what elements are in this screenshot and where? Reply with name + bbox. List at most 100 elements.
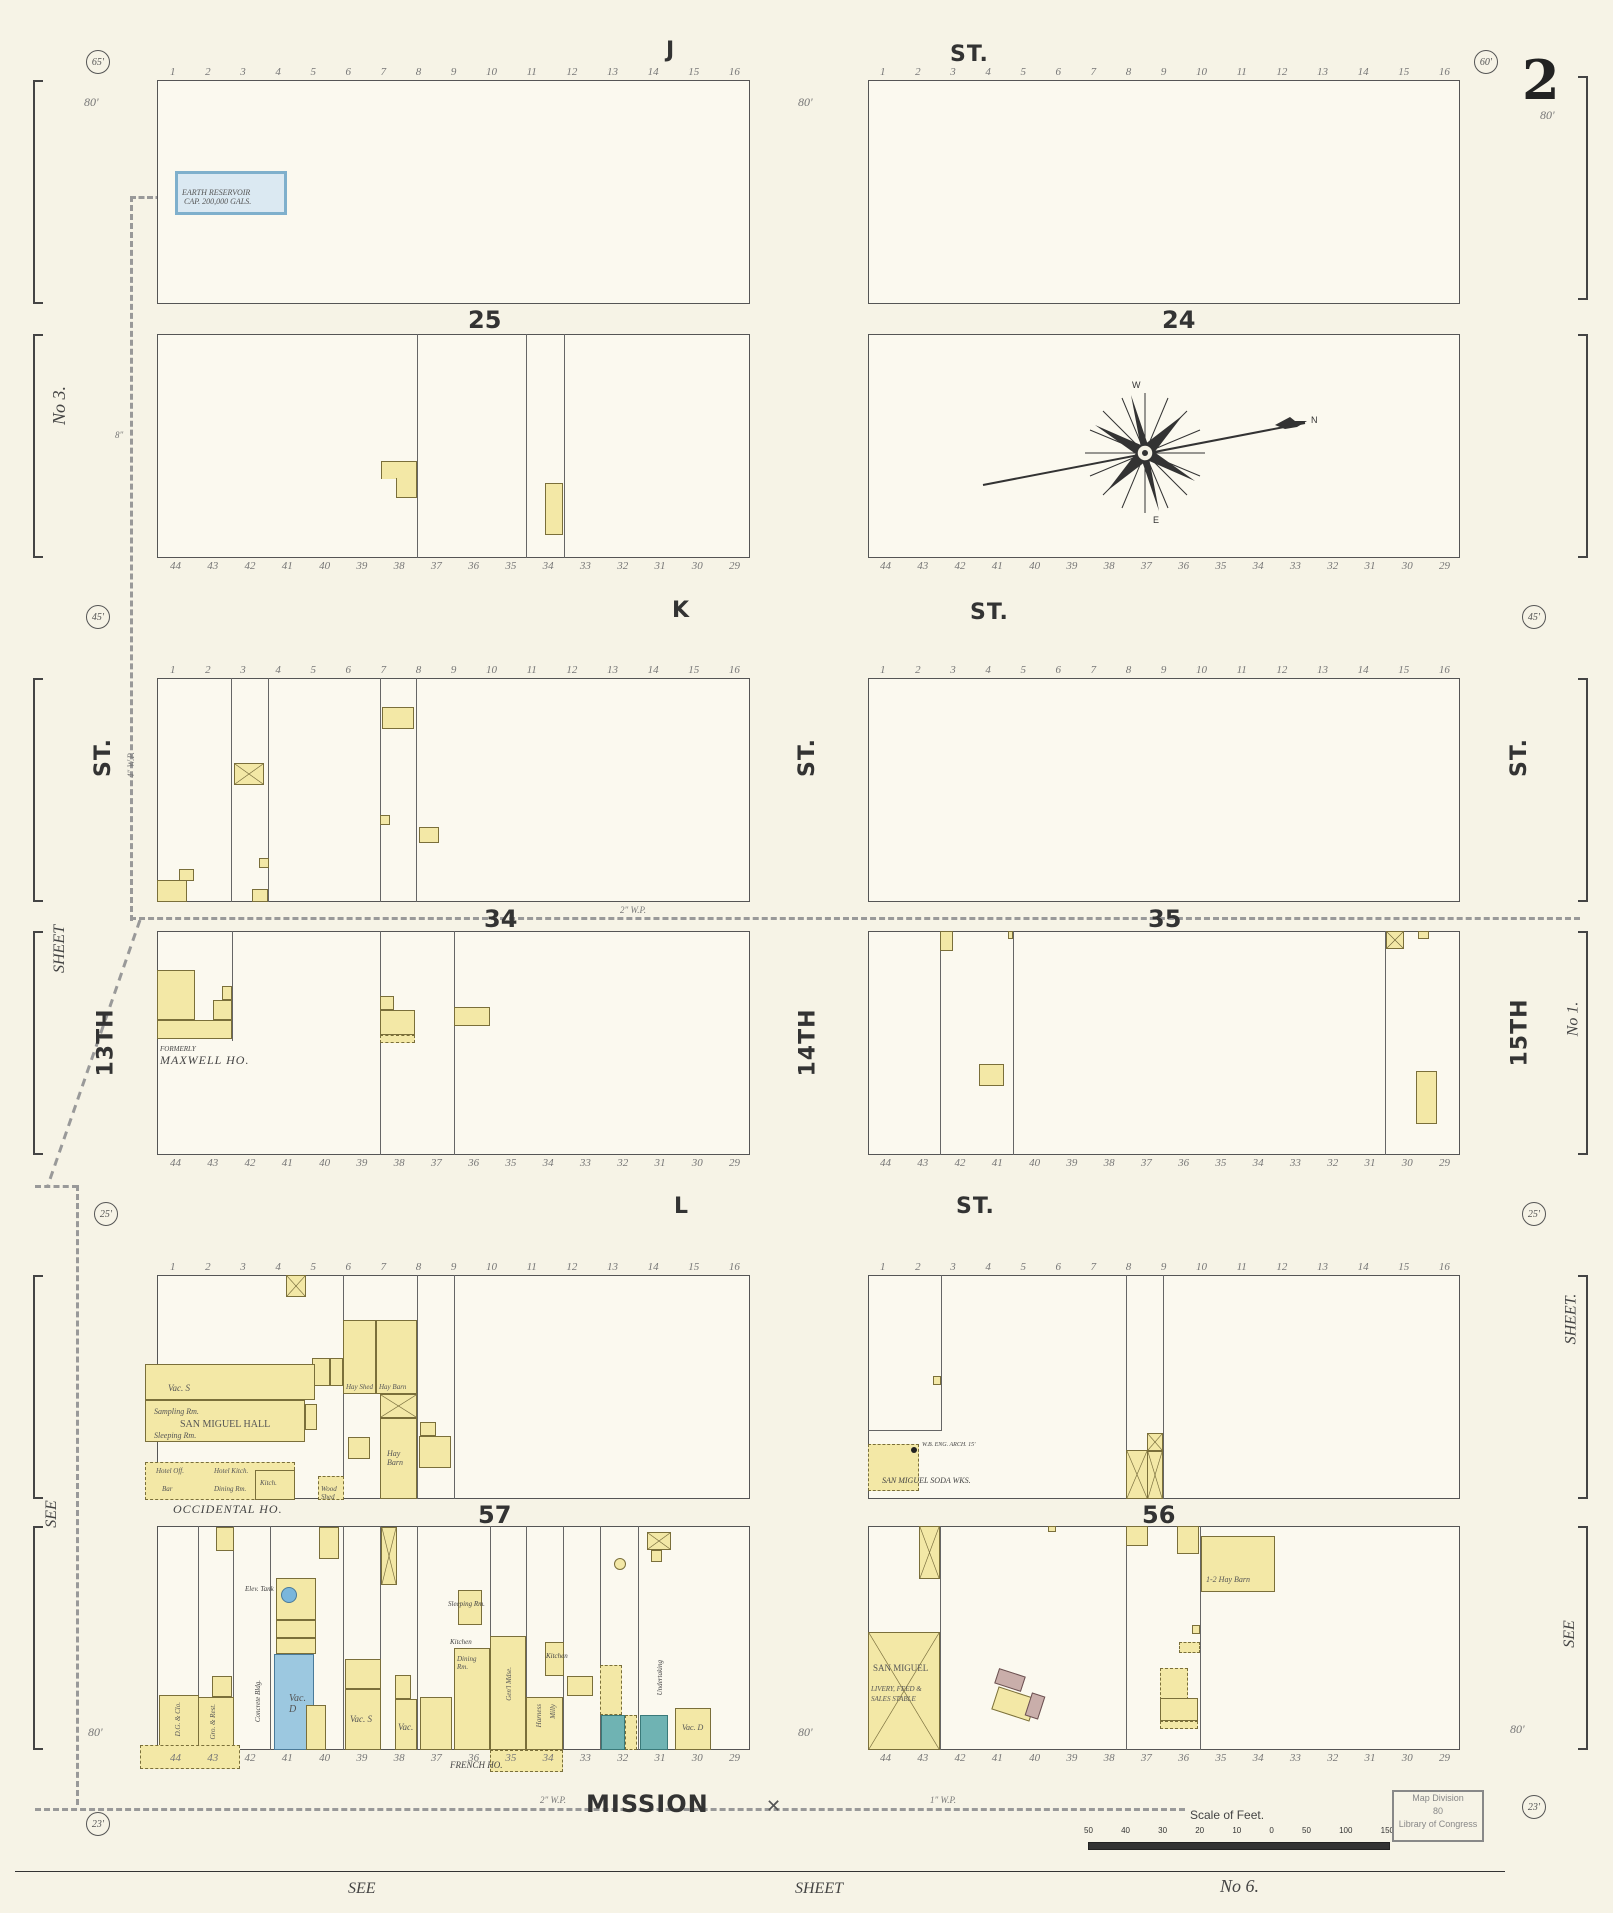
pipe-size: 4" W.P. xyxy=(126,751,137,779)
dwelling xyxy=(1416,1071,1437,1124)
bottom-border-line xyxy=(15,1871,1505,1872)
dwelling xyxy=(345,1659,381,1689)
dwelling xyxy=(600,1665,622,1715)
street-width-circle: 45' xyxy=(86,605,110,629)
street-k: K xyxy=(672,598,691,623)
outbuilding xyxy=(259,858,269,868)
half-block-k-right xyxy=(868,678,1460,902)
bottom-no6: No 6. xyxy=(1220,1876,1260,1896)
dry-goods-store: D.G. & Clo. xyxy=(159,1695,199,1750)
lot-line xyxy=(417,1275,418,1499)
label-maxwell-house: MAXWELL HO. xyxy=(160,1053,250,1067)
dwelling-rear xyxy=(157,1020,232,1039)
barn xyxy=(1126,1450,1148,1499)
lot-numbers-top: 1 2 3 4 5 6 7 8 9 10 11 12 13 14 15 16 xyxy=(170,1261,740,1273)
block-25 xyxy=(157,334,750,558)
lot-numbers-top: 1 2 3 4 5 6 7 8 9 10 11 12 13 14 15 16 xyxy=(170,664,740,676)
lot-line xyxy=(1385,931,1386,1155)
street-width-label: 80' xyxy=(88,1725,103,1739)
label-undertaking: Undertaking xyxy=(656,1660,664,1696)
outbuilding xyxy=(276,1638,316,1654)
outbuilding xyxy=(1192,1625,1200,1634)
dwelling xyxy=(380,1010,415,1035)
see-sheet-no3: No 3. xyxy=(49,385,70,426)
street-width-label: 80' xyxy=(798,1725,813,1739)
chicken-house: Chick. Ho. xyxy=(348,1437,370,1459)
water-pipe xyxy=(130,917,1580,920)
label-kitchen-2: Kitchen xyxy=(546,1652,568,1660)
street-13th-suffix: ST. xyxy=(90,738,116,777)
outbuilding xyxy=(212,1676,232,1697)
outbuilding xyxy=(420,1422,436,1436)
lot-line xyxy=(232,931,233,1041)
lot-line xyxy=(270,1526,271,1750)
sidewalk-awning xyxy=(140,1745,240,1769)
outbuilding xyxy=(330,1358,343,1386)
label-formerly: FORMERLY xyxy=(160,1045,196,1053)
hay-barn-lower: Hay Barn xyxy=(380,1418,417,1499)
barn-section xyxy=(380,1394,417,1418)
compass-w: W xyxy=(1132,380,1141,390)
outbuilding xyxy=(305,1404,317,1430)
barn xyxy=(381,1527,397,1585)
outbuilding xyxy=(1048,1526,1056,1532)
earth-reservoir: EARTH RESERVOIR CAP. 200,000 GALS. xyxy=(175,171,287,215)
margin-bracket xyxy=(1578,76,1588,300)
lot-numbers-bottom: 44 43 42 41 40 39 38 37 36 35 34 33 32 31 30 29 xyxy=(880,560,1450,572)
street-width-circle: 45' xyxy=(1522,605,1546,629)
label-french-house: FRENCH HO. xyxy=(450,1760,503,1770)
street-width-label: 80' xyxy=(798,95,813,109)
lot-line xyxy=(416,678,417,902)
margin-bracket xyxy=(1578,1275,1588,1499)
hay-shed: Hay Shed xyxy=(343,1320,376,1394)
livery-stable: SAN MIGUEL LIVERY, FEED & SALES STABLE xyxy=(868,1632,940,1750)
dwelling xyxy=(213,1000,232,1020)
outbuilding xyxy=(380,815,390,825)
pipe-size: 2" W.P. xyxy=(620,905,647,915)
lot-numbers-top: 1 2 3 4 5 6 7 8 9 10 11 12 13 14 15 16 xyxy=(880,1261,1450,1273)
water-tank xyxy=(614,1558,626,1570)
street-width-circle: 23' xyxy=(1522,1795,1546,1819)
lot-numbers-top: 1 2 3 4 5 6 7 8 9 10 11 12 13 14 15 16 xyxy=(880,66,1450,78)
scale-title: Scale of Feet. xyxy=(1190,1808,1265,1822)
lot-line xyxy=(1013,931,1014,1155)
dwelling xyxy=(157,880,187,902)
vacant-store: Vac. xyxy=(395,1699,417,1750)
undertaking xyxy=(640,1715,668,1750)
half-block-j-right xyxy=(868,80,1460,304)
lot-numbers-bottom: 44 43 42 41 40 39 38 37 36 35 34 33 32 31 30 29 xyxy=(170,1157,740,1169)
lot-line xyxy=(1126,1526,1127,1750)
outbuilding xyxy=(933,1376,941,1385)
block-34 xyxy=(157,931,750,1155)
dwelling xyxy=(381,461,417,479)
dwelling xyxy=(454,1007,490,1026)
label-soda-works: SAN MIGUEL SODA WKS. xyxy=(882,1476,971,1485)
water-pipe xyxy=(130,196,170,199)
lot-line xyxy=(417,1526,418,1750)
outbuilding xyxy=(395,1675,411,1699)
outbuilding xyxy=(222,986,232,1000)
street-14th: 14TH xyxy=(795,1008,821,1077)
see-sheet-right-no1: No 1. xyxy=(1564,1001,1582,1037)
water-pipe xyxy=(130,196,133,921)
san-miguel-hall: Sampling Rm. SAN MIGUEL HALL Sleeping Rm… xyxy=(145,1400,305,1442)
vacant-dwelling: Vac. D xyxy=(675,1708,711,1750)
lot-boundary xyxy=(868,1275,942,1431)
vacant-store: Vac. S xyxy=(345,1689,381,1750)
outbuilding xyxy=(940,931,953,951)
general-merchandise: Gen'l Mdse. xyxy=(490,1636,526,1750)
hydrant-marker: ✕ xyxy=(766,1796,782,1816)
outbuilding xyxy=(1177,1526,1199,1554)
block-24 xyxy=(868,334,1460,558)
pipe-size: 8" xyxy=(115,430,124,440)
dwelling xyxy=(545,483,563,535)
label-occidental-house: OCCIDENTAL HO. xyxy=(173,1502,283,1516)
hay-barn: Hay Barn xyxy=(376,1320,417,1394)
kitchen-building xyxy=(545,1642,564,1676)
shed xyxy=(625,1715,637,1750)
engine-icon xyxy=(911,1447,917,1453)
street-15th: 15TH xyxy=(1507,998,1533,1067)
street-k-suffix: ST. xyxy=(970,600,1009,625)
barn xyxy=(919,1526,940,1579)
barn xyxy=(1147,1433,1163,1451)
